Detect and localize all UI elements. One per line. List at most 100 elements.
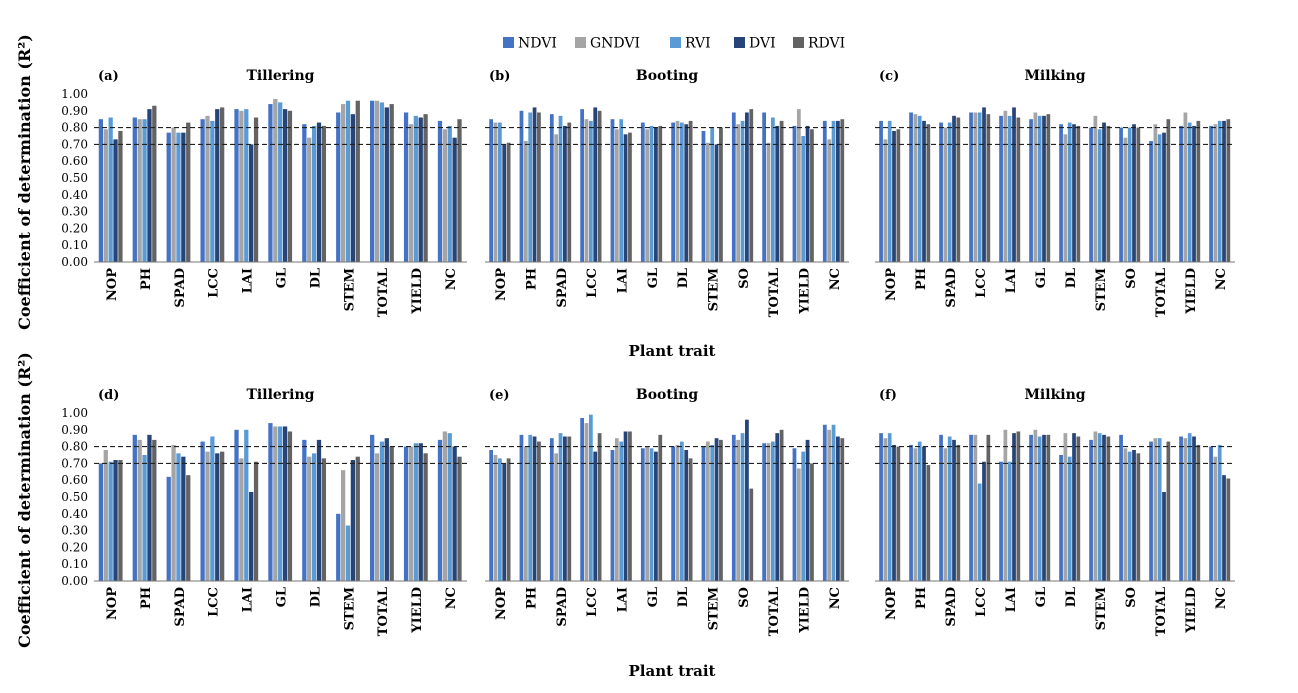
chart-panels: (a) Tillering 0.00 0.10 0.20 0.30 0.40 0.50 0.60… [61,68,1235,636]
bar-dvi-dl [316,439,322,581]
bar-ndvi-ph [132,434,137,581]
bar-rvi-nop [887,433,892,581]
y-tick-label: 0.10 [61,238,88,252]
bar-ndvi-gl [640,122,645,262]
x-tick-label-total: TOTAL [376,268,391,317]
bar-gndvi-so [736,439,741,581]
bar-gndvi-stem [1093,431,1098,581]
bar-dvi-yield [1192,125,1196,262]
bar-ndvi-lai [999,115,1003,262]
bar-rdvi-lai [1016,431,1021,581]
bar-rdvi-nc [457,456,462,581]
x-tick-label-total: TOTAL [767,268,782,317]
bar-dvi-stem [714,438,719,581]
bar-ndvi-dl [671,446,676,581]
bar-rdvi-spad [186,475,191,581]
bar-dvi-yield [1192,436,1196,581]
bar-dvi-dl [684,124,689,263]
bar-rdvi-stem [1106,436,1111,581]
bar-gndvi-stem [705,441,710,581]
bar-rdvi-yield [423,453,428,581]
bar-dvi-ph [147,109,152,263]
bar-ndvi-stem [701,446,706,581]
x-tick-label-dl: DL [1064,587,1079,607]
x-tick-label-nc: NC [444,587,459,609]
x-tick-label-dl: DL [308,587,323,607]
x-tick-label-nc: NC [1214,268,1229,290]
bar-gndvi-nc [442,431,447,581]
bar-rvi-total [379,441,385,581]
x-tick-label-total: TOTAL [767,587,782,636]
bar-rdvi-dl [688,120,693,262]
bar-dvi-lcc [593,451,598,581]
bar-dvi-lai [249,144,254,262]
bar-rvi-nc [831,424,836,581]
x-tick-label-spad: SPAD [173,587,188,627]
bar-ndvi-lcc [200,441,205,581]
bar-gndvi-lai [614,129,619,262]
bar-ndvi-nc [822,424,827,581]
bar-dvi-gl [654,451,658,581]
bar-dvi-gl [1042,115,1046,262]
bar-gndvi-yield [1183,112,1188,262]
x-tick-label-nop: NOP [494,268,509,301]
x-tick-label-gl: GL [646,268,661,288]
bar-gndvi-stem [1093,115,1098,262]
bar-ndvi-total [370,434,375,581]
x-tick-label-gl: GL [1034,268,1049,288]
x-tick-label-lai: LAI [1004,268,1019,293]
x-tick-label-lcc: LCC [585,268,600,298]
bar-dvi-stem [1102,434,1106,581]
bar-rdvi-total [779,120,784,262]
bar-rdvi-spad [956,444,961,581]
bar-gndvi-so [736,124,741,263]
bar-ndvi-stem [701,130,706,262]
x-tick-label-total: TOTAL [1154,268,1169,317]
bar-ndvi-stem [1089,439,1093,581]
legend-label-rvi: RVI [685,36,711,52]
bar-rdvi-lai [628,431,632,581]
bar-ndvi-spad [939,434,943,581]
bar-gndvi-total [766,142,771,262]
x-tick-label-stem: STEM [342,268,357,311]
panel-title: Booting [636,387,698,403]
bar-ndvi-yield [792,448,797,581]
bar-dvi-yield [805,125,810,262]
bar-gndvi-gl [273,426,278,581]
bar-dvi-total [384,107,389,262]
x-tick-label-ph: PH [139,268,154,290]
bar-ndvi-spad [549,438,554,581]
x-tick-label-lai: LAI [241,587,256,612]
bar-dvi-gl [282,426,288,581]
bar-rdvi-nc [1226,119,1231,262]
x-tick-label-stem: STEM [707,268,722,311]
bar-ndvi-so [1119,434,1123,581]
bar-gndvi-nop [883,438,888,581]
bar-dvi-ph [147,434,152,581]
bar-dvi-lai [1012,433,1016,581]
bar-rvi-nc [447,125,452,262]
x-tick-label-ph: PH [525,268,540,290]
bar-gndvi-dl [675,120,680,262]
bar-ndvi-nc [1209,446,1213,581]
bar-dvi-nc [836,436,840,581]
bar-rdvi-yield [810,129,814,262]
x-tick-label-lai: LAI [241,268,256,293]
x-axis-label-top: Plant trait [629,342,716,360]
x-tick-label-spad: SPAD [555,587,570,627]
x-tick-label-dl: DL [1064,268,1079,288]
x-tick-label-dl: DL [308,268,323,288]
bar-gndvi-lcc [205,115,210,262]
bar-gndvi-nop [103,129,108,262]
bar-ndvi-yield [1179,436,1183,581]
bar-rvi-spad [947,122,952,262]
bar-gndvi-nc [827,429,832,581]
bar-rvi-nc [1217,444,1222,581]
bar-gndvi-total [1153,438,1158,581]
bar-gndvi-dl [675,444,680,581]
bar-rvi-nop [887,120,892,262]
bar-rvi-ph [917,441,922,581]
bar-ndvi-nop [489,119,494,262]
bar-gndvi-lai [239,458,244,581]
bar-gndvi-yield [408,124,414,263]
